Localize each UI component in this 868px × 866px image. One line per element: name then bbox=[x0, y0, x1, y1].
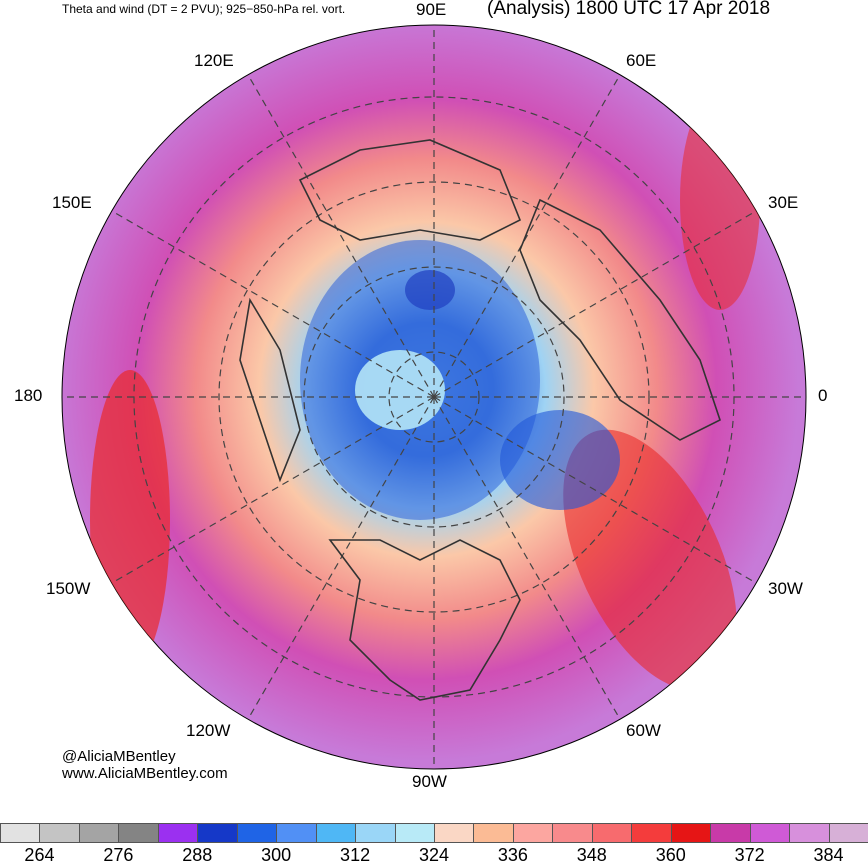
colorbar-swatch bbox=[512, 823, 554, 843]
colorbar-swatch bbox=[78, 823, 120, 843]
meridian-line bbox=[111, 396, 435, 584]
colorbar-swatch bbox=[236, 823, 278, 843]
analysis-time-title: (Analysis) 1800 UTC 17 Apr 2018 bbox=[487, 0, 771, 19]
colorbar-swatch bbox=[828, 823, 868, 843]
colorbar-swatch bbox=[473, 823, 514, 843]
colorbar-swatch bbox=[157, 823, 199, 843]
colorbar-tick-label: 336 bbox=[497, 845, 528, 865]
graticule bbox=[62, 25, 806, 769]
colorbar-swatch bbox=[118, 823, 159, 843]
colorbar-swatch bbox=[355, 823, 396, 843]
colorbar-swatch bbox=[710, 823, 751, 843]
map-title: Theta and wind (DT = 2 PVU); 925−850-hPa… bbox=[62, 2, 346, 16]
field-features bbox=[90, 90, 760, 691]
colorbar-tick-label: 264 bbox=[24, 845, 55, 865]
meridian-line bbox=[433, 74, 621, 398]
colorbar-swatch bbox=[39, 823, 80, 843]
lon-label-90w: 90W bbox=[412, 772, 447, 791]
colorbar bbox=[0, 823, 868, 843]
colorbar-swatch bbox=[670, 823, 712, 843]
colorbar-swatch bbox=[552, 823, 593, 843]
colorbar-tick-label: 276 bbox=[103, 845, 134, 865]
meridian-line bbox=[247, 74, 435, 398]
meridian-line bbox=[433, 396, 621, 720]
lon-label-150w: 150W bbox=[46, 579, 91, 598]
coastlines bbox=[239, 139, 721, 701]
lon-label-60e: 60E bbox=[626, 51, 657, 70]
colorbar-tick-label: 372 bbox=[734, 845, 765, 865]
colorbar-tick-label: 300 bbox=[261, 845, 292, 865]
lon-label-180: 180 bbox=[14, 386, 43, 405]
colorbar-swatch bbox=[0, 823, 41, 843]
meridian-line bbox=[111, 210, 435, 398]
colorbar-swatch bbox=[394, 823, 435, 843]
lon-label-30e: 30E bbox=[768, 193, 799, 212]
colorbar-swatch bbox=[315, 823, 357, 843]
lon-label-120w: 120W bbox=[186, 721, 231, 740]
lon-label-150e: 150E bbox=[52, 193, 92, 212]
credit-website: www.AliciaMBentley.com bbox=[62, 765, 228, 782]
colorbar-swatch bbox=[749, 823, 791, 843]
lon-label-60w: 60W bbox=[626, 721, 661, 740]
colorbar-tick-label: 312 bbox=[340, 845, 371, 865]
colorbar-tick-label: 384 bbox=[813, 845, 844, 865]
meridian-line bbox=[433, 210, 757, 398]
colorbar-tick-label: 324 bbox=[418, 845, 450, 865]
colorbar-tick-label: 348 bbox=[576, 845, 607, 865]
colorbar-tick-label: 288 bbox=[182, 845, 213, 865]
lon-label-120e: 120E bbox=[194, 51, 234, 70]
colorbar-swatch bbox=[197, 823, 238, 843]
lon-label-90e: 90E bbox=[416, 0, 447, 19]
lon-label-30w: 30W bbox=[768, 579, 803, 598]
meridian-line bbox=[247, 396, 435, 720]
credit-handle: @AliciaMBentley bbox=[62, 748, 176, 765]
colorbar-swatch bbox=[631, 823, 672, 843]
colorbar-swatch bbox=[276, 823, 317, 843]
colorbar-swatch bbox=[789, 823, 830, 843]
lon-label-0: 0 bbox=[818, 386, 828, 405]
meridian-line bbox=[433, 396, 757, 584]
colorbar-swatch bbox=[433, 823, 475, 843]
colorbar-swatch bbox=[591, 823, 633, 843]
colorbar-tick-label: 360 bbox=[655, 845, 686, 865]
